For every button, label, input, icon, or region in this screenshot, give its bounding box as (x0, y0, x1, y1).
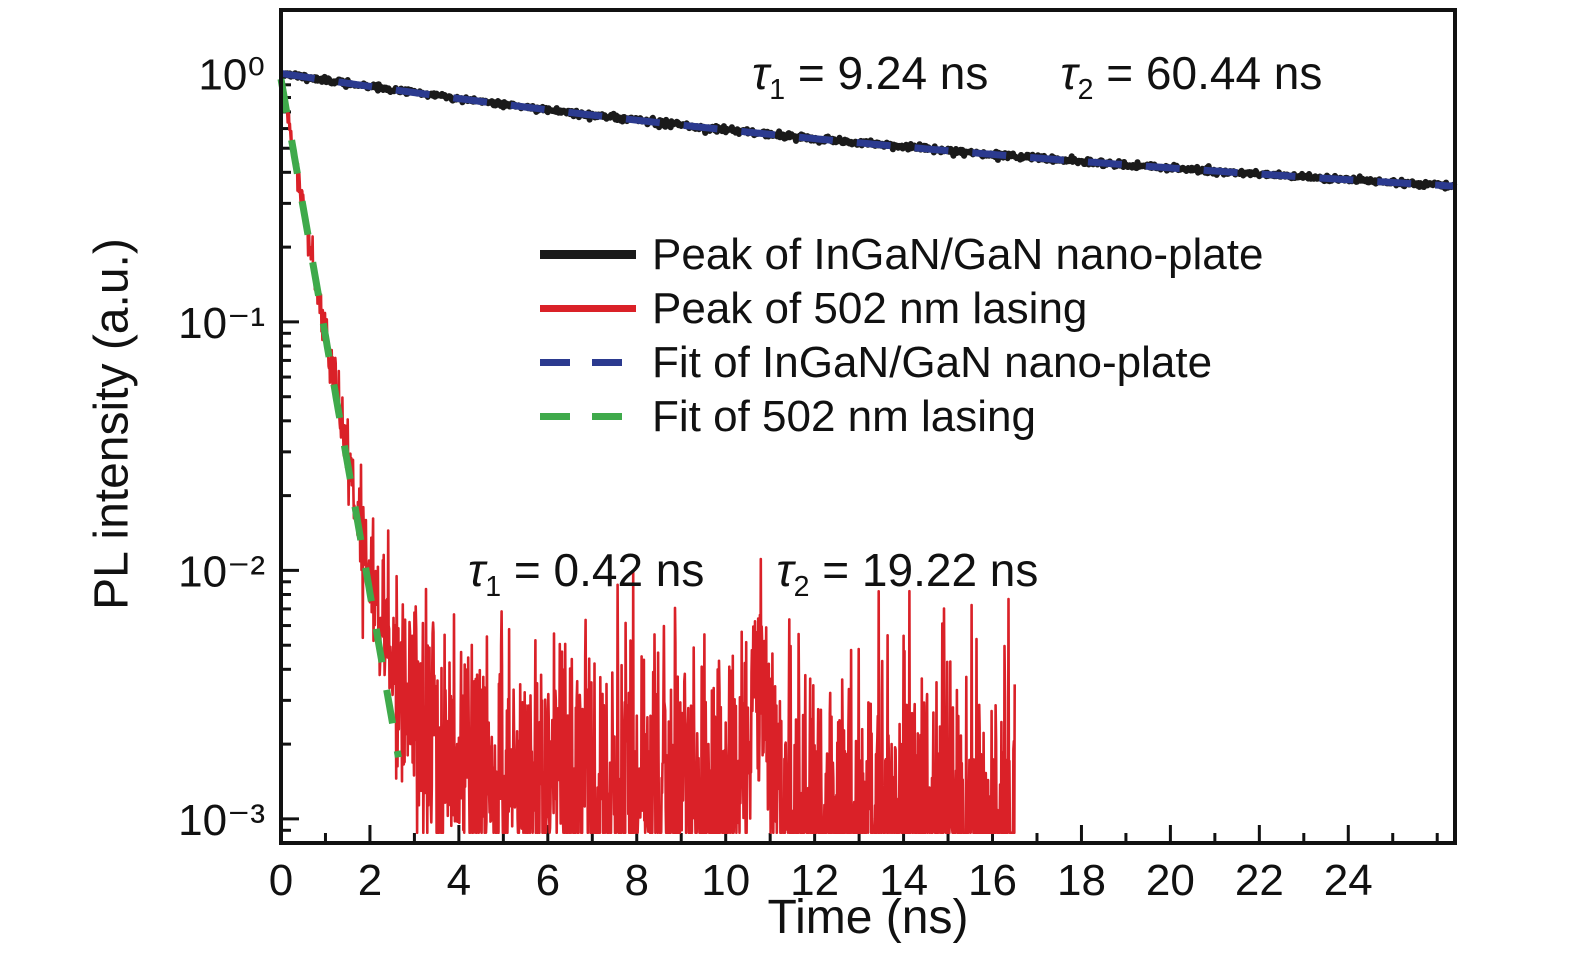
legend-label: Peak of 502 nm lasing (652, 283, 1088, 333)
legend-item: Peak of InGaN/GaN nano-plate (540, 229, 1264, 279)
tau2-nanoplate-value: τ2 = 60.44 ns (1060, 47, 1323, 107)
x-tick-label: 2 (358, 856, 382, 905)
x-tick-label: 4 (447, 856, 471, 905)
x-tick-label: 6 (536, 856, 560, 905)
series-line-3 (277, 78, 402, 758)
series-line-2 (280, 69, 1456, 190)
x-tick-label: 22 (1235, 856, 1284, 905)
annotation-lasing-lifetimes: τ1 = 0.42 ns τ2 = 19.22 ns (468, 543, 1038, 604)
tau2-lasing-value: τ2 = 19.22 ns (776, 544, 1039, 604)
series-line-1 (279, 77, 1017, 835)
y-tick-label: 10⁻¹ (178, 299, 265, 348)
legend-item: Peak of 502 nm lasing (540, 283, 1263, 333)
x-tick-label: 24 (1324, 856, 1373, 905)
solid-line-swatch (540, 250, 636, 259)
x-tick-label: 20 (1146, 856, 1195, 905)
x-tick-label: 16 (968, 856, 1017, 905)
x-tick-label: 10 (701, 856, 750, 905)
tau1-nanoplate-value: τ1 = 9.24 ns (752, 47, 989, 107)
x-tick-label: 0 (269, 856, 293, 905)
legend-label: Fit of InGaN/GaN nano-plate (652, 337, 1213, 387)
legend-label: Peak of InGaN/GaN nano-plate (652, 229, 1264, 279)
x-tick-label: 12 (790, 856, 839, 905)
x-tick-label: 8 (625, 856, 649, 905)
dashed-line-swatch (540, 359, 636, 366)
y-tick-label: 10⁰ (198, 50, 265, 99)
annotation-nanoplate-lifetimes: τ1 = 9.24 ns τ2 = 60.44 ns (752, 46, 1322, 107)
legend-label: Fit of 502 nm lasing (652, 391, 1036, 441)
legend-item: Fit of 502 nm lasing (540, 391, 1263, 441)
legend-item: Fit of InGaN/GaN nano-plate (540, 337, 1263, 387)
x-tick-label: 18 (1057, 856, 1106, 905)
y-tick-label: 10⁻² (178, 547, 265, 596)
x-axis-label: Time (ns) (767, 891, 969, 944)
legend: Peak of InGaN/GaN nano-plate Peak of 502 … (540, 229, 1264, 441)
solid-line-swatch (540, 305, 636, 312)
dashed-line-swatch (540, 413, 636, 420)
y-tick-label: 10⁻³ (178, 796, 265, 845)
tau1-lasing-value: τ1 = 0.42 ns (468, 544, 705, 604)
y-axis-label: PL intensity (a.u.) (85, 238, 139, 610)
x-tick-label: 14 (879, 856, 928, 905)
plot-frame (279, 8, 1457, 845)
